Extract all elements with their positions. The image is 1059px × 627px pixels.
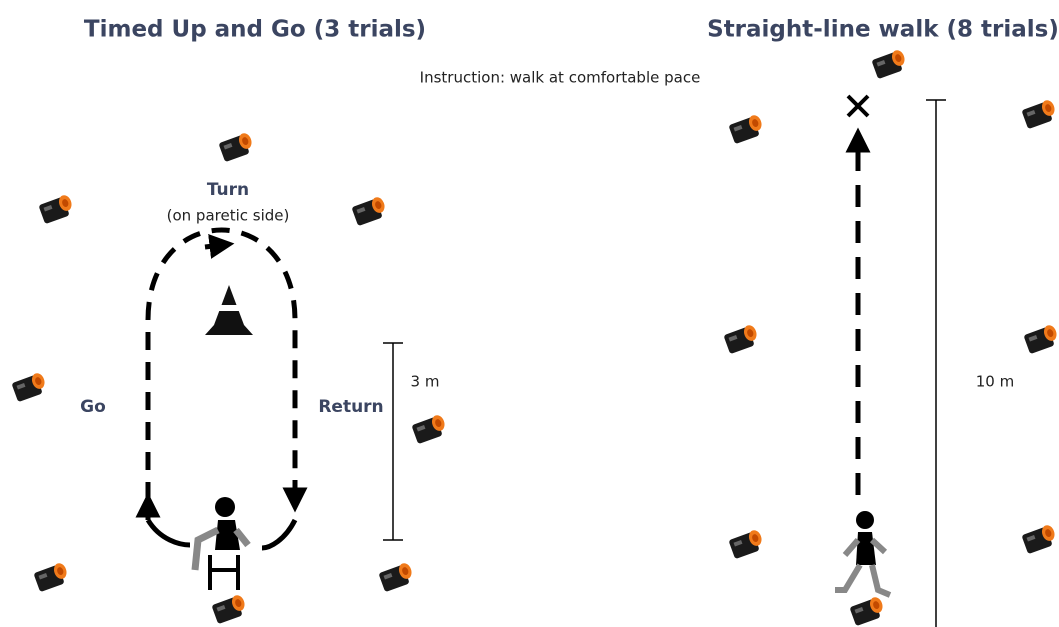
right-title: Straight-line walk (8 trials) bbox=[707, 17, 1059, 43]
go-label: Go bbox=[80, 397, 106, 417]
turn-note: (on paretic side) bbox=[167, 207, 290, 225]
distance-10m: 10 m bbox=[976, 373, 1014, 391]
measure-3m bbox=[383, 343, 403, 540]
seated-person bbox=[195, 497, 248, 590]
diagram: Timed Up and Go (3 trials) Straight-line… bbox=[0, 0, 1059, 627]
cone bbox=[205, 285, 253, 335]
turn-label: Turn bbox=[207, 180, 249, 200]
left-title: Timed Up and Go (3 trials) bbox=[84, 17, 426, 43]
tug-path bbox=[148, 230, 295, 500]
return-label: Return bbox=[318, 397, 383, 417]
turn-arrow bbox=[205, 245, 222, 247]
instruction: Instruction: walk at comfortable pace bbox=[420, 69, 701, 87]
start-arc bbox=[148, 520, 190, 545]
end-mark bbox=[848, 96, 868, 116]
end-arc bbox=[262, 520, 295, 548]
walking-person bbox=[835, 511, 890, 595]
distance-3m: 3 m bbox=[411, 373, 440, 391]
measure-10m bbox=[926, 100, 946, 627]
